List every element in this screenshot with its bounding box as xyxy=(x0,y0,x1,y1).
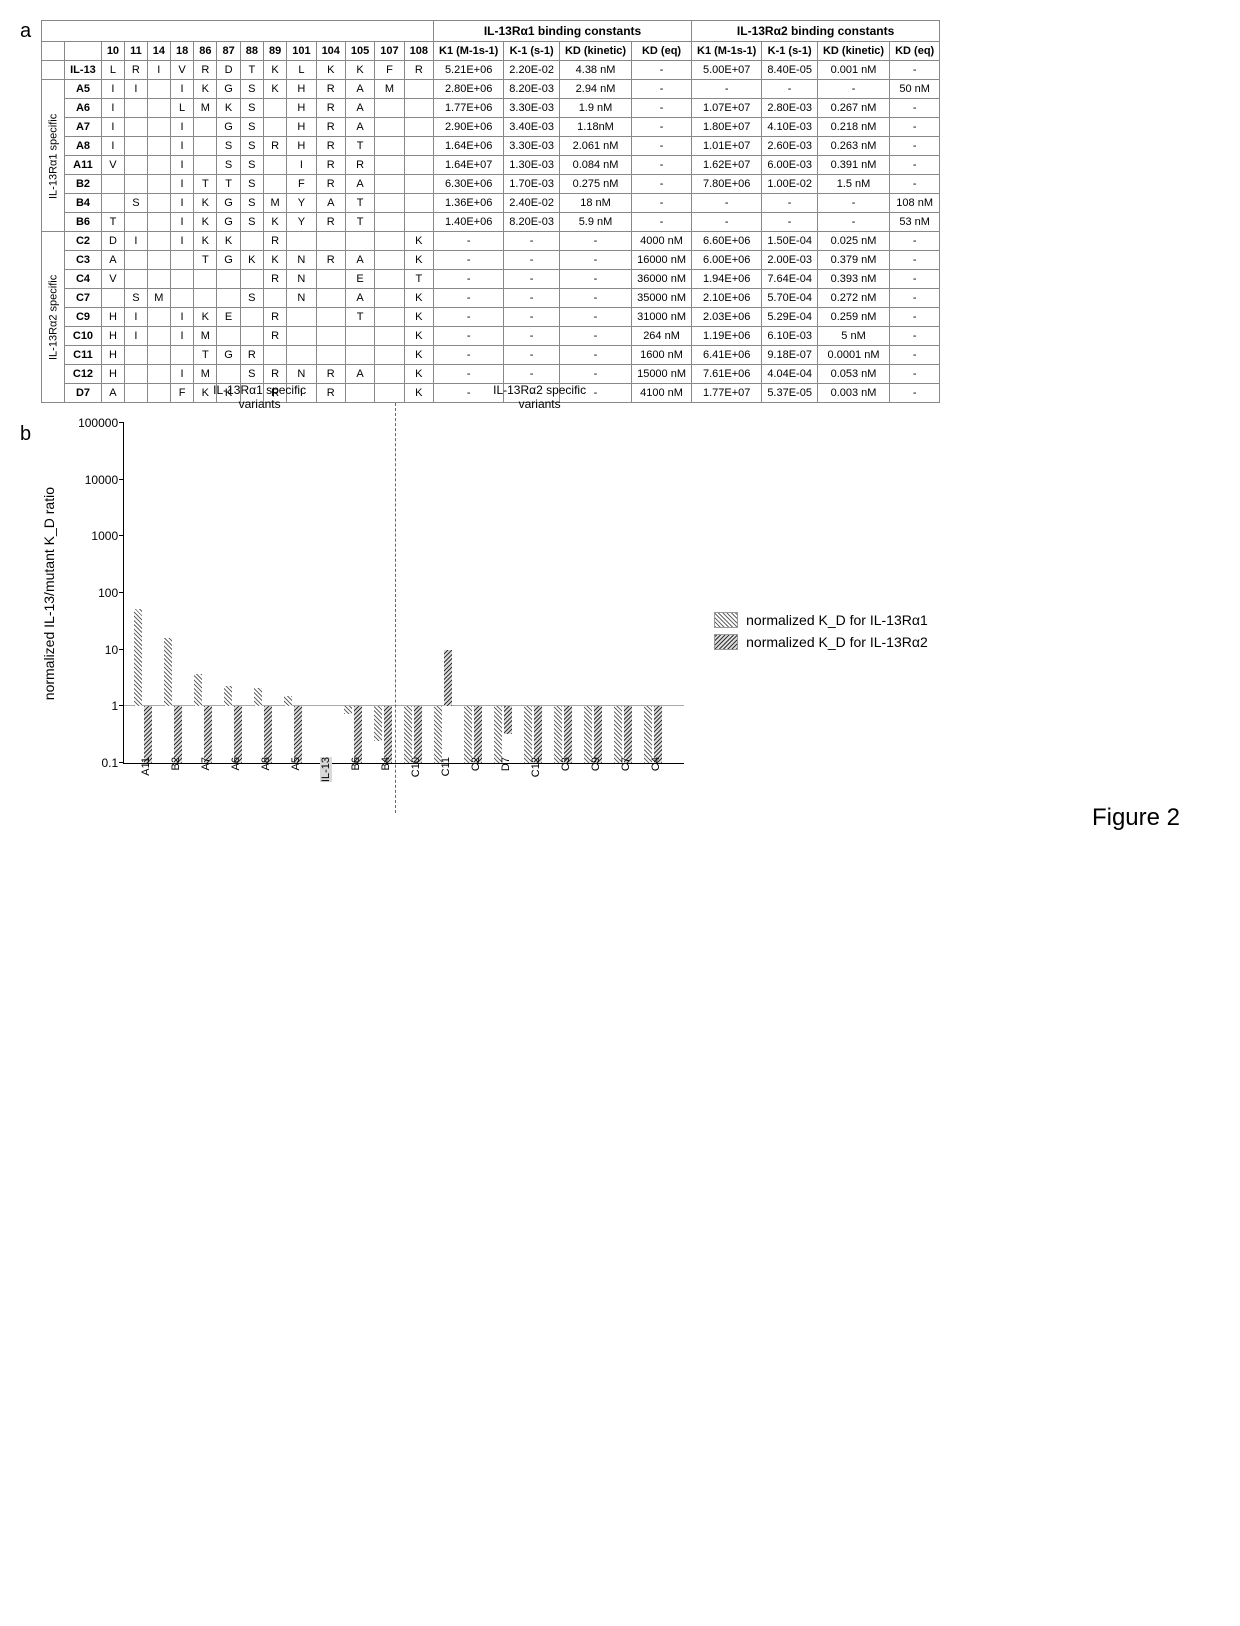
figure-caption: Figure 2 xyxy=(20,804,1220,832)
panel-b-label: b xyxy=(20,423,31,446)
legend-swatch-a1 xyxy=(714,612,738,628)
legend-label-a2: normalized K_D for IL-13Rα2 xyxy=(746,634,928,650)
legend-swatch-a2 xyxy=(714,634,738,650)
chart-legend: normalized K_D for IL-13Rα1 normalized K… xyxy=(714,612,928,656)
chart-ylabel: normalized IL-13/mutant K_D ratio xyxy=(41,487,57,700)
panel-a-label: a xyxy=(20,20,31,43)
binding-table: IL-13Rα1 binding constantsIL-13Rα2 bindi… xyxy=(41,20,940,403)
legend-label-a1: normalized K_D for IL-13Rα1 xyxy=(746,612,928,628)
bar-chart: 1000001000010001001010.1A11B2A7A6A8A5IL-… xyxy=(123,423,684,764)
